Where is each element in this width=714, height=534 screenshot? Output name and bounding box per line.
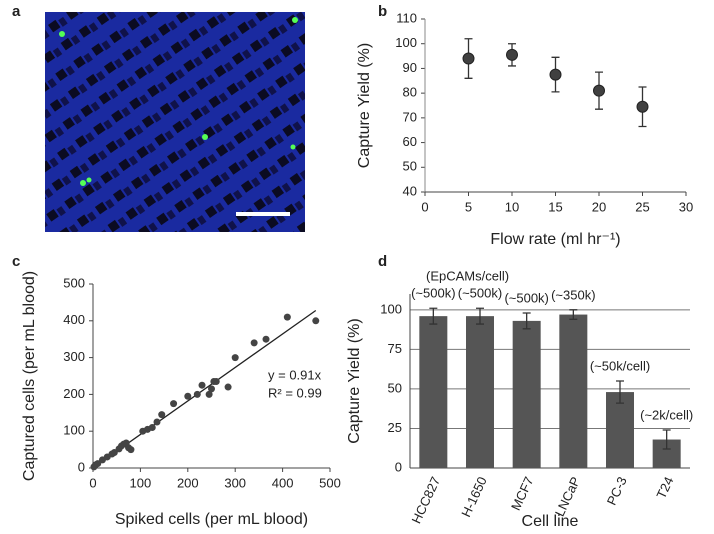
point [549,68,562,81]
y-tick-label: 0 [395,459,402,474]
x-tick-label: MCF7 [508,474,537,512]
panel-label: d [378,253,387,270]
y-tick-label: 300 [63,349,85,364]
point [184,392,192,400]
y-tick-label: 100 [395,35,417,50]
y-tick-label: 60 [403,134,417,149]
x-tick-label: HCC827 [409,474,444,526]
x-axis-label: Flow rate (ml hr⁻¹) [490,231,620,248]
x-tick-label: T24 [653,474,676,501]
x-tick-label: 0 [89,475,96,490]
point [198,381,206,389]
error-bar [569,309,578,320]
bar-annotation: (~2k/cell) [640,407,693,422]
point [283,313,291,321]
annotation: R² = 0.99 [268,385,322,400]
y-tick-label: 100 [380,301,402,316]
point [262,335,270,343]
x-tick-label: 10 [505,199,519,214]
header: (EpCAMs/cell) [426,268,509,283]
x-axis-label: Spiked cells (per mL blood) [115,511,308,528]
point [224,383,232,391]
point [462,52,475,65]
point [250,339,258,347]
error-bar [616,380,624,404]
bar-annotation: (~350k) [551,287,595,302]
error-bar [522,312,531,330]
point [506,48,518,61]
y-tick-label: 90 [403,60,417,75]
bar [512,320,541,468]
point [593,84,605,97]
y-tick-label: 25 [388,420,402,435]
panel-label: a [12,3,21,20]
y-tick-label: 40 [403,183,417,198]
y-axis-label: Capture Yield (%) [346,318,363,443]
x-tick-label: H-1650 [458,474,490,519]
y-tick-label: 400 [63,312,85,327]
bar-annotation: (~500k) [458,286,502,301]
x-tick-label: 100 [130,475,152,490]
x-tick-label: 200 [177,475,199,490]
point [110,449,118,457]
bar [466,316,494,468]
y-tick-label: 0 [78,459,85,474]
x-tick-label: 0 [421,199,428,214]
bar [419,316,448,468]
error-bar [476,307,484,325]
point [208,385,215,393]
point [231,354,239,362]
annotation: y = 0.91x [268,367,322,382]
point [212,378,220,386]
y-tick-label: 50 [388,380,402,395]
point [193,390,201,398]
error-bar [662,429,671,450]
y-tick-label: 75 [388,341,402,356]
y-axis-label: Captured cells (per mL blood) [21,271,38,481]
x-tick-label: 500 [319,475,341,490]
y-tick-label: 110 [396,10,417,25]
error-bar [429,307,438,325]
x-axis-label: Cell line [522,513,579,530]
point [636,100,649,113]
point [127,446,135,454]
x-tick-label: 25 [635,199,649,214]
x-tick-label: 400 [272,475,294,490]
bar-annotation: (~500k) [411,286,455,301]
x-tick-label: LNCaP [552,474,583,518]
x-tick-label: PC-3 [604,474,630,507]
point [205,390,213,398]
y-tick-label: 70 [403,109,417,124]
panel-label: b [378,3,387,20]
point [153,418,161,426]
panel-label: c [12,253,20,270]
point [312,317,320,325]
x-tick-label: 20 [592,199,606,214]
y-axis-label: Capture Yield (%) [356,43,373,168]
x-tick-label: 30 [679,199,693,214]
y-tick-label: 500 [63,275,85,290]
x-tick-label: 15 [548,199,562,214]
point [148,424,156,432]
bar [606,392,634,468]
trendline [92,309,317,469]
y-tick-label: 80 [403,85,417,100]
point [94,460,102,468]
micrograph [45,12,305,232]
x-tick-label: 5 [465,199,472,214]
bar-annotation: (~500k) [504,290,548,305]
bar-annotation: (~50k/cell) [590,358,650,373]
point [170,400,178,408]
point [158,411,166,419]
y-tick-label: 50 [403,159,417,174]
bar [559,314,588,468]
y-tick-label: 100 [63,423,85,438]
x-tick-label: 300 [224,475,246,490]
y-tick-label: 200 [63,386,85,401]
